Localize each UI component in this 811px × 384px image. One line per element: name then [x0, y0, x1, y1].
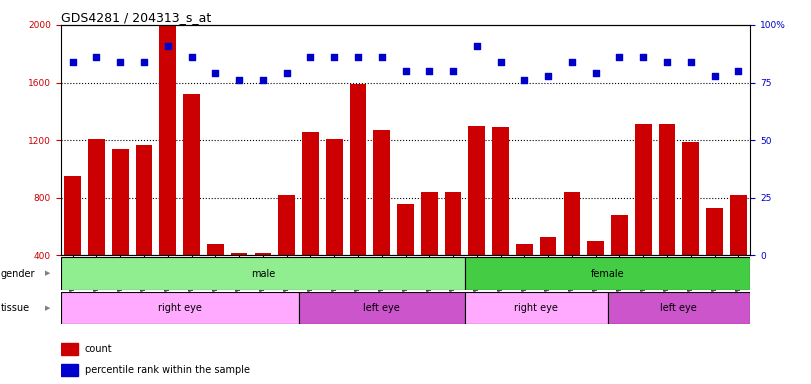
- Bar: [706, 208, 723, 255]
- Bar: [64, 176, 81, 255]
- Bar: [231, 253, 247, 255]
- Point: [732, 68, 744, 74]
- Point: [304, 54, 317, 60]
- Bar: [611, 215, 628, 255]
- Point: [447, 68, 460, 74]
- Point: [494, 59, 507, 65]
- Point: [660, 59, 673, 65]
- Point: [185, 54, 198, 60]
- Text: ▶: ▶: [45, 305, 50, 311]
- Bar: [183, 94, 200, 255]
- Bar: [302, 131, 319, 255]
- Point: [209, 70, 222, 76]
- Bar: [61, 292, 298, 324]
- Text: left eye: left eye: [363, 303, 400, 313]
- Text: count: count: [85, 344, 113, 354]
- Text: gender: gender: [1, 268, 36, 279]
- Bar: [61, 257, 465, 290]
- Bar: [298, 292, 465, 324]
- Point: [613, 54, 626, 60]
- Text: ▶: ▶: [45, 271, 50, 276]
- Bar: [421, 192, 438, 255]
- Bar: [635, 124, 651, 255]
- Bar: [88, 139, 105, 255]
- Point: [565, 59, 578, 65]
- Bar: [516, 244, 533, 255]
- Point: [233, 77, 246, 83]
- Text: right eye: right eye: [514, 303, 558, 313]
- Text: GDS4281 / 204313_s_at: GDS4281 / 204313_s_at: [61, 11, 211, 24]
- Point: [684, 59, 697, 65]
- Point: [375, 54, 388, 60]
- Bar: [540, 237, 556, 255]
- Bar: [397, 204, 414, 255]
- Bar: [61, 343, 78, 355]
- Bar: [469, 126, 485, 255]
- Text: tissue: tissue: [1, 303, 30, 313]
- Text: female: female: [590, 268, 624, 279]
- Point: [138, 59, 151, 65]
- Text: male: male: [251, 268, 275, 279]
- Bar: [682, 142, 699, 255]
- Bar: [326, 139, 342, 255]
- Point: [399, 68, 412, 74]
- Bar: [444, 192, 461, 255]
- Bar: [659, 124, 676, 255]
- Bar: [564, 192, 580, 255]
- Bar: [61, 364, 78, 376]
- Point: [518, 77, 531, 83]
- Bar: [730, 195, 747, 255]
- Point: [637, 54, 650, 60]
- Bar: [465, 292, 607, 324]
- Text: right eye: right eye: [158, 303, 202, 313]
- Point: [90, 54, 103, 60]
- Text: percentile rank within the sample: percentile rank within the sample: [85, 365, 250, 375]
- Point: [708, 73, 721, 79]
- Point: [328, 54, 341, 60]
- Bar: [492, 127, 509, 255]
- Bar: [255, 253, 271, 255]
- Bar: [373, 130, 390, 255]
- Bar: [350, 84, 367, 255]
- Point: [67, 59, 79, 65]
- Point: [589, 70, 602, 76]
- Bar: [207, 244, 224, 255]
- Point: [161, 43, 174, 49]
- Point: [114, 59, 127, 65]
- Bar: [135, 145, 152, 255]
- Point: [280, 70, 293, 76]
- Bar: [160, 25, 176, 255]
- Bar: [465, 257, 750, 290]
- Point: [542, 73, 555, 79]
- Text: left eye: left eye: [660, 303, 697, 313]
- Bar: [112, 149, 129, 255]
- Bar: [587, 241, 604, 255]
- Bar: [278, 195, 295, 255]
- Point: [470, 43, 483, 49]
- Point: [423, 68, 436, 74]
- Bar: [607, 292, 750, 324]
- Point: [256, 77, 269, 83]
- Point: [351, 54, 364, 60]
